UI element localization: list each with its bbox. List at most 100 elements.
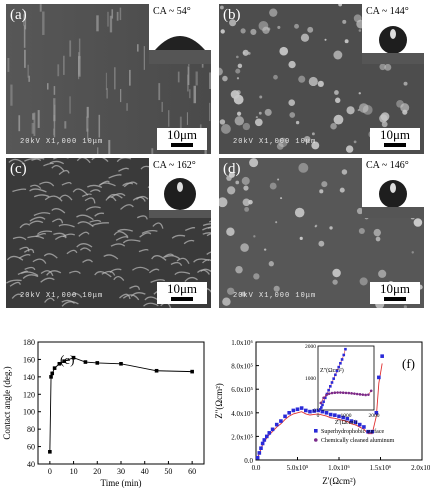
sem-texture [87, 184, 103, 189]
inset-data-point-superhydrophobic [334, 373, 337, 377]
sem-texture [344, 39, 349, 44]
y-tick-label: 2.0x10⁵ [231, 433, 253, 441]
inset-data-point-superhydrophobic [323, 396, 327, 400]
inset-data-point-superhydrophobic [327, 388, 330, 392]
sem-texture [63, 55, 65, 75]
sem-texture [53, 114, 56, 138]
chart-label-f: (f) [402, 356, 415, 371]
inset-data-point-aluminum [347, 391, 351, 395]
x-tick-label: 10 [70, 467, 78, 476]
chart-label-e: (e) [60, 352, 74, 367]
sem-texture [33, 194, 50, 198]
droplet-c [149, 178, 211, 218]
sem-texture [24, 49, 26, 68]
data-point-superhydrophobic [291, 408, 296, 413]
data-point-superhydrophobic [341, 415, 345, 420]
sem-texture [18, 115, 21, 132]
sem-texture [358, 103, 369, 113]
sem-texture [179, 116, 182, 140]
sem-texture [122, 239, 141, 244]
sem-texture [36, 230, 53, 235]
sem-texture [31, 122, 34, 134]
scale-bar-d: 10μm [370, 282, 420, 304]
sem-texture [332, 268, 341, 278]
data-point-superhydrophobic [260, 441, 265, 446]
scale-label-d: 10μm [379, 281, 411, 296]
inset-y-tick-label: 0 [313, 408, 316, 414]
sem-texture [233, 94, 244, 105]
scale-label-b: 10μm [379, 127, 411, 142]
sem-texture [24, 11, 27, 30]
sem-texture [119, 7, 122, 21]
sem-texture [64, 121, 67, 129]
y-tick-label: 120 [23, 390, 35, 399]
x-axis-label: Time (min) [101, 478, 142, 488]
sem-texture [242, 198, 251, 207]
sem-texture [303, 135, 311, 143]
sem-texture [288, 60, 296, 69]
panel-label-a: (a) [10, 7, 27, 23]
sem-texture [237, 63, 243, 69]
sem-texture [324, 38, 327, 41]
data-point [49, 375, 53, 379]
sem-texture [222, 297, 231, 306]
inset-data-point-aluminum [361, 393, 365, 396]
sem-texture [353, 140, 357, 144]
sem-texture [227, 287, 235, 295]
sem-texture [341, 169, 348, 175]
sem-texture [115, 236, 129, 241]
data-point-superhydrophobic [299, 406, 304, 410]
sem-texture [53, 232, 67, 238]
sem-texture [118, 167, 130, 172]
sem-texture [43, 162, 54, 167]
data-point-superhydrophobic [370, 429, 374, 434]
sem-texture [94, 212, 105, 217]
sem-texture [202, 259, 211, 264]
sem-texture [37, 110, 40, 128]
sem-texture [358, 92, 361, 95]
sem-texture [189, 89, 191, 99]
sem-texture [202, 232, 211, 235]
sem-texture [227, 186, 236, 195]
sem-texture [346, 106, 355, 115]
legend-marker-aluminum [314, 438, 318, 442]
sem-texture [120, 89, 122, 103]
sem-panel-d: (d) CA ~ 146° 20kV X1,000 10μm 10μm [219, 158, 424, 308]
sem-texture [6, 255, 24, 261]
sem-texture [109, 15, 113, 33]
sem-texture [116, 158, 132, 163]
data-point [154, 368, 159, 373]
sem-texture [33, 112, 36, 136]
sem-texture [330, 122, 337, 130]
y-axis-label: Contact angle (deg.) [2, 366, 12, 439]
sem-texture [242, 49, 249, 56]
sem-texture [195, 71, 198, 86]
sem-texture [136, 195, 149, 200]
inset-data-point-superhydrophobic [342, 353, 346, 357]
sem-texture [9, 281, 21, 287]
sem-texture [86, 116, 89, 132]
sem-texture [110, 193, 126, 198]
x-tick-label: 50 [164, 467, 172, 476]
data-point-superhydrophobic [259, 446, 263, 450]
data-point [83, 360, 88, 364]
y-tick-label: 160 [23, 355, 35, 364]
sem-texture [378, 269, 387, 278]
x-tick-label: 30 [117, 467, 125, 476]
sem-texture [19, 223, 31, 229]
contact-angle-chart: 0 10 20 30 40 50 60 40 60 80 100 120 140 160 180 Time (… [2, 338, 205, 488]
sem-texture [130, 292, 146, 297]
sem-texture [202, 223, 211, 227]
sem-texture [46, 270, 62, 276]
sem-texture [202, 227, 211, 231]
sem-texture [375, 236, 381, 242]
x-tick-label: 1.5x10⁶ [370, 464, 392, 472]
sem-texture [275, 221, 278, 224]
data-point-superhydrophobic [262, 438, 267, 442]
sem-texture [40, 277, 55, 283]
sem-texture [318, 240, 325, 247]
sem-texture [373, 228, 381, 237]
sem-texture [139, 232, 152, 238]
sem-texture [384, 63, 392, 71]
sem-texture [23, 25, 26, 48]
